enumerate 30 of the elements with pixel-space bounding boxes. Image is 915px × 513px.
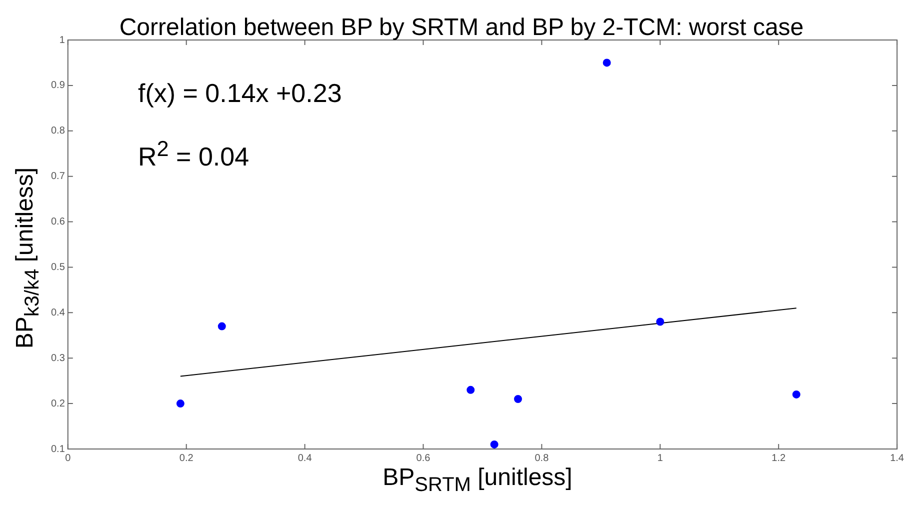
x-tick-label: 0.4 [298,452,312,464]
y-tick-label: 1 [59,34,66,46]
x-tick-label: 1 [657,452,664,464]
point [602,58,611,67]
y-tick-label: 0.1 [50,444,66,455]
point [466,386,475,394]
y-tick-label: 0.5 [50,262,66,273]
annotation: f(x) = 0.14x +0.23 [138,78,342,109]
x-tick-label: 0.8 [534,452,550,464]
y-tick-label: 0.6 [50,216,66,228]
point [490,440,498,448]
point [792,390,800,398]
x-tick-label: 1.2 [772,452,786,464]
y-tick-label: 0.7 [50,171,66,182]
x-tick-label: 0 [65,452,72,464]
y-tick-label: 0.3 [50,352,66,364]
y-tick-label: 0.8 [50,126,66,137]
y-tick-label: 0.9 [50,80,66,92]
point [656,318,664,326]
x-tick-label: 0.6 [416,452,431,464]
y-tick-label: 0.2 [50,398,66,410]
x-axis-title: BP$_{SRTM}$ [unitless] [382,464,574,497]
point [218,322,226,330]
x-tick-label: 0.2 [179,452,194,464]
y-tick-label: 0.4 [50,307,66,318]
point [514,395,522,404]
x-tick-label: 1.4 [890,452,904,464]
chart-title: Correlation between BP by SRTM and BP by 2-TCM: worst case [119,14,804,41]
annotation: R$^{2}$ = 0.04 [138,136,250,173]
point [176,400,184,408]
